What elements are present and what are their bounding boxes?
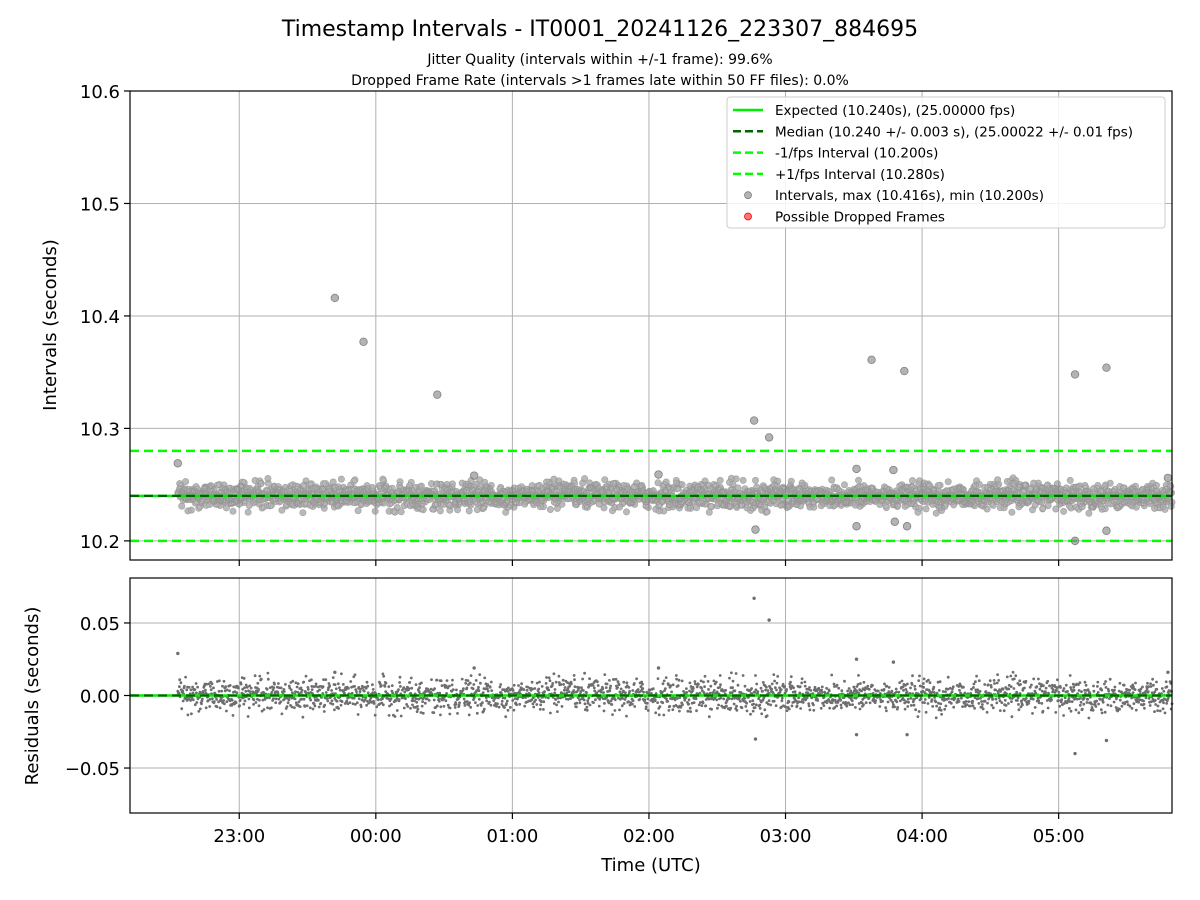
legend-item: Expected (10.240s), (25.00000 fps) (733, 103, 1015, 119)
chart-subtitle-dropped: Dropped Frame Rate (intervals >1 frames … (351, 73, 849, 89)
legend-item: -1/fps Interval (10.200s) (733, 146, 938, 162)
residuals-y-tick-label: 0.00 (80, 687, 120, 708)
interval-outlier-point (330, 293, 340, 303)
intervals-y-axis-label: Intervals (seconds) (40, 239, 61, 411)
legend-item: Median (10.240 +/- 0.003 s), (25.00022 +… (733, 124, 1133, 140)
x-tick-label: 01:00 (486, 826, 538, 847)
intervals-reference-lines (130, 449, 1172, 543)
intervals-y-tick-label: 10.5 (80, 194, 120, 215)
interval-outlier-point (889, 465, 898, 475)
x-tick-label: 05:00 (1033, 826, 1085, 847)
x-tick-label: 00:00 (350, 826, 402, 847)
interval-outlier-point (173, 459, 182, 468)
legend-label: Intervals, max (10.416s), min (10.200s) (775, 188, 1044, 204)
interval-outlier-point (749, 416, 759, 425)
interval-outlier-point (654, 470, 663, 479)
residuals-y-tick-label: 0.05 (80, 614, 120, 635)
interval-outlier-point (900, 366, 909, 376)
chart-title: Timestamp Intervals - IT0001_20241126_22… (281, 17, 918, 42)
intervals-points (130, 293, 1176, 546)
interval-outlier-point (890, 517, 899, 526)
residual-outlier-point (333, 670, 337, 674)
residual-outlier-point (854, 657, 859, 661)
legend-swatch (744, 191, 752, 200)
residual-outlier-point (854, 732, 859, 737)
chart-subtitle-jitter: Jitter Quality (intervals within +/-1 fr… (426, 52, 772, 68)
interval-outlier-point (852, 464, 861, 474)
interval-outlier-point (852, 522, 861, 531)
x-tick-label: 03:00 (760, 826, 812, 847)
interval-outlier-point (1102, 363, 1111, 372)
intervals-plot-frame (129, 90, 1173, 561)
legend-label: Median (10.240 +/- 0.003 s), (25.00022 +… (775, 124, 1133, 140)
interval-outlier-point (751, 525, 760, 534)
interval-outlier-point (1163, 473, 1173, 483)
intervals-y-ticks: 10.2 10.3 10.4 10.5 10.6 (80, 82, 130, 553)
interval-outlier-point (433, 390, 442, 399)
residual-outlier-point (891, 660, 896, 664)
residuals-point-cloud (176, 670, 1174, 720)
residual-outlier-point (176, 651, 180, 656)
legend-item: Possible Dropped Frames (744, 210, 945, 226)
residuals-panel: −0.05 0.00 0.05 23:00 00:00 01:00 02:00 03:00 0… (22, 577, 1174, 876)
residual-outlier-point (472, 666, 476, 670)
residual-outlier-point (753, 737, 758, 741)
residual-outlier-point (767, 618, 771, 622)
interval-outlier-point (867, 355, 876, 365)
legend-item: Intervals, max (10.416s), min (10.200s) (744, 188, 1044, 204)
interval-outlier-point (902, 522, 912, 531)
interval-outlier-point (469, 471, 479, 480)
residual-outlier-point (1073, 751, 1077, 756)
intervals-y-tick-label: 10.3 (80, 419, 120, 440)
legend-label: +1/fps Interval (10.280s) (775, 167, 945, 183)
residuals-x-ticks: 23:00 00:00 01:00 02:00 03:00 04:00 05:00 (213, 813, 1085, 847)
residuals-points (130, 596, 1174, 756)
legend-label: -1/fps Interval (10.200s) (775, 146, 938, 162)
residual-outlier-point (1166, 670, 1170, 674)
legend: Expected (10.240s), (25.00000 fps) Median… (726, 96, 1166, 229)
residual-outlier-point (752, 596, 756, 601)
residual-outlier-point (1104, 738, 1109, 743)
legend-label: Possible Dropped Frames (775, 210, 945, 226)
interval-outlier-point (1102, 526, 1111, 535)
intervals-x-ticks (238, 560, 1060, 566)
legend-label: Expected (10.240s), (25.00000 fps) (775, 103, 1015, 119)
residuals-y-tick-label: −0.05 (65, 759, 120, 780)
legend-swatch (744, 212, 752, 221)
residual-outlier-point (905, 732, 909, 737)
interval-outlier-point (1070, 536, 1080, 546)
intervals-panel: 10.2 10.3 10.4 10.5 10.6 Intervals (seconds)… (40, 82, 1176, 566)
residual-outlier-point (656, 666, 661, 670)
interval-outlier-point (764, 433, 774, 442)
interval-outlier-point (359, 337, 368, 347)
x-tick-label: 04:00 (896, 826, 948, 847)
residuals-y-ticks: −0.05 0.00 0.05 (65, 614, 130, 780)
legend-box (726, 96, 1166, 229)
legend-item: +1/fps Interval (10.280s) (733, 167, 945, 183)
x-axis-label: Time (UTC) (600, 855, 701, 876)
x-tick-label: 02:00 (623, 826, 675, 847)
interval-outlier-point (1070, 370, 1080, 379)
intervals-y-tick-label: 10.6 (80, 82, 120, 103)
residuals-y-axis-label: Residuals (seconds) (22, 607, 43, 786)
x-tick-label: 23:00 (213, 826, 265, 847)
intervals-y-tick-label: 10.2 (80, 532, 120, 553)
intervals-y-tick-label: 10.4 (80, 307, 120, 328)
